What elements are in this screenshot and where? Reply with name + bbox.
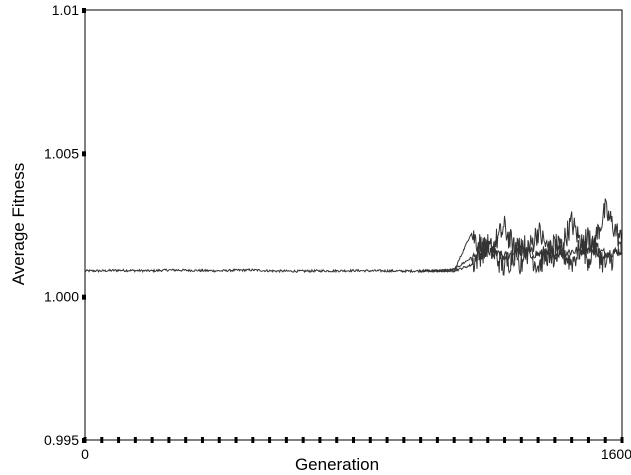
y-tick	[82, 294, 86, 300]
y-tick	[82, 151, 86, 157]
x-tick-label: 1600	[601, 446, 631, 462]
series-line	[84, 244, 623, 274]
y-tick	[82, 8, 86, 13]
y-axis-title: Average Fitness	[9, 163, 28, 286]
y-tick-label: 1.000	[44, 289, 79, 305]
series-line	[420, 227, 623, 276]
x-axis-title: Generation	[295, 455, 379, 474]
series-line	[420, 198, 623, 275]
y-tick-label: 0.995	[44, 432, 79, 448]
y-tick-label: 1.01	[52, 2, 79, 18]
plot-area	[84, 9, 623, 441]
y-tick	[82, 438, 86, 443]
series-layer	[84, 198, 623, 276]
axis-layer: 0 1600 0.995 1.000 1.005 1.01	[44, 2, 631, 462]
x-tick-label: 0	[81, 446, 89, 462]
y-tick-label: 1.005	[44, 145, 79, 161]
